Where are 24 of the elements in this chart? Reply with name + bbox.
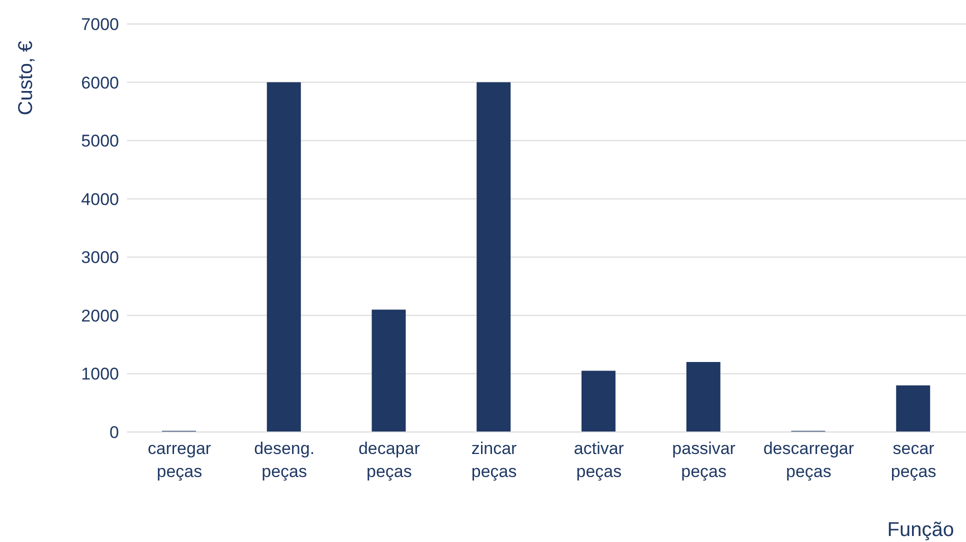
y-tick-label: 0 (110, 423, 119, 442)
bar (266, 82, 301, 432)
x-tick-label: passivar peças (672, 439, 736, 481)
y-tick-label: 2000 (81, 306, 119, 326)
bar (476, 82, 511, 432)
bar (582, 370, 616, 432)
x-tick-label: secar peças (890, 439, 936, 481)
x-tick-label: activar peças (574, 439, 624, 481)
y-tick-label: 5000 (81, 132, 119, 151)
y-tick-label: 6000 (81, 73, 119, 92)
y-axis-title: Custo, € (15, 40, 37, 116)
x-tick-label: deseng. peças (254, 439, 315, 481)
y-tick-label: 1000 (81, 364, 119, 384)
y-tick-label: 4000 (81, 190, 119, 209)
bar (896, 385, 930, 432)
y-tick-label: 3000 (81, 248, 119, 268)
x-tick-label: zincar peças (471, 439, 518, 481)
x-tick-label: carregar peças (148, 439, 212, 481)
bar (372, 310, 406, 432)
bar (686, 362, 720, 432)
x-axis-title: Função (887, 519, 954, 541)
y-tick-label: 7000 (81, 15, 119, 34)
x-tick-label: descarregar peças (763, 439, 854, 481)
x-tick-label: decapar peças (358, 439, 420, 481)
